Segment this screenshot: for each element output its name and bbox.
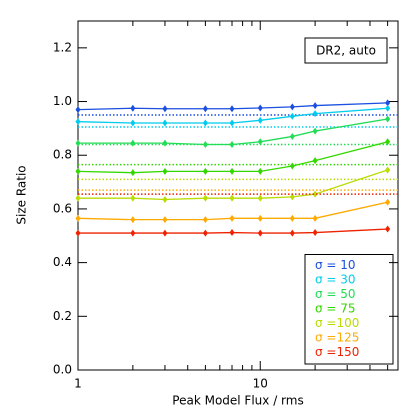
data-point bbox=[162, 105, 168, 113]
data-point bbox=[202, 140, 208, 148]
legend-label: σ = 10 bbox=[315, 258, 356, 272]
data-point bbox=[289, 112, 295, 120]
data-point bbox=[312, 157, 318, 165]
data-point bbox=[162, 229, 168, 237]
data-point bbox=[75, 167, 81, 175]
y-tick-label: 1.0 bbox=[53, 94, 72, 108]
data-point bbox=[289, 229, 295, 237]
data-point bbox=[257, 214, 263, 222]
data-point bbox=[202, 216, 208, 224]
y-tick-label: 0.4 bbox=[53, 255, 72, 269]
data-point bbox=[130, 139, 136, 147]
data-point bbox=[229, 194, 235, 202]
y-tick-label: 0.6 bbox=[53, 201, 72, 215]
data-point bbox=[385, 115, 391, 123]
data-point bbox=[75, 139, 81, 147]
annotation-box bbox=[304, 37, 388, 64]
data-point bbox=[162, 167, 168, 175]
data-point bbox=[162, 119, 168, 127]
data-point bbox=[385, 166, 391, 174]
data-point bbox=[130, 229, 136, 237]
data-point bbox=[385, 138, 391, 146]
data-point bbox=[385, 99, 391, 107]
annotation: DR2, auto bbox=[316, 44, 376, 58]
data-point bbox=[312, 229, 318, 237]
data-point bbox=[202, 229, 208, 237]
legend-label: σ =100 bbox=[315, 316, 359, 330]
data-point bbox=[257, 194, 263, 202]
data-point bbox=[229, 167, 235, 175]
data-point bbox=[312, 127, 318, 135]
data-point bbox=[75, 229, 81, 237]
data-point bbox=[257, 138, 263, 146]
y-axis-title: Size Ratio bbox=[15, 165, 29, 224]
data-point bbox=[75, 214, 81, 222]
data-point bbox=[257, 104, 263, 112]
data-point bbox=[229, 140, 235, 148]
data-point bbox=[257, 116, 263, 124]
data-point bbox=[289, 132, 295, 140]
data-point bbox=[229, 105, 235, 113]
data-point bbox=[312, 110, 318, 118]
data-point bbox=[312, 190, 318, 198]
data-point bbox=[229, 214, 235, 222]
data-point bbox=[385, 104, 391, 112]
x-tick-label: 10 bbox=[253, 377, 268, 391]
legend-label: σ = 30 bbox=[315, 273, 356, 287]
data-point bbox=[162, 196, 168, 204]
data-point bbox=[312, 102, 318, 110]
data-point bbox=[202, 119, 208, 127]
y-tick-label: 0.8 bbox=[53, 148, 72, 162]
legend-label: σ =125 bbox=[315, 331, 359, 345]
data-point bbox=[130, 216, 136, 224]
data-point bbox=[130, 194, 136, 202]
data-point bbox=[130, 104, 136, 112]
data-point bbox=[385, 198, 391, 206]
legend-box bbox=[304, 254, 394, 365]
data-point bbox=[202, 194, 208, 202]
data-point bbox=[130, 119, 136, 127]
data-point bbox=[229, 119, 235, 127]
data-point bbox=[257, 229, 263, 237]
x-tick-label: 1 bbox=[74, 377, 82, 391]
legend-label: σ = 75 bbox=[315, 302, 356, 316]
series-line bbox=[78, 169, 388, 201]
y-tick-label: 0.0 bbox=[53, 363, 72, 377]
data-point bbox=[162, 216, 168, 224]
legend-label: σ = 50 bbox=[315, 287, 356, 301]
data-point bbox=[162, 139, 168, 147]
data-point bbox=[289, 214, 295, 222]
data-point bbox=[202, 167, 208, 175]
y-tick-label: 0.2 bbox=[53, 309, 72, 323]
data-point bbox=[202, 105, 208, 113]
data-point bbox=[289, 162, 295, 170]
data-point bbox=[289, 193, 295, 201]
y-tick-label: 1.2 bbox=[53, 40, 72, 54]
data-point bbox=[75, 118, 81, 126]
data-point bbox=[229, 229, 235, 237]
data-point bbox=[289, 103, 295, 111]
data-point bbox=[75, 106, 81, 114]
data-point bbox=[385, 225, 391, 233]
data-point bbox=[75, 194, 81, 202]
data-point bbox=[312, 214, 318, 222]
data-point bbox=[257, 167, 263, 175]
data-point bbox=[130, 169, 136, 177]
legend-label: σ =150 bbox=[315, 345, 359, 359]
x-axis-title: Peak Model Flux / rms bbox=[172, 394, 303, 408]
